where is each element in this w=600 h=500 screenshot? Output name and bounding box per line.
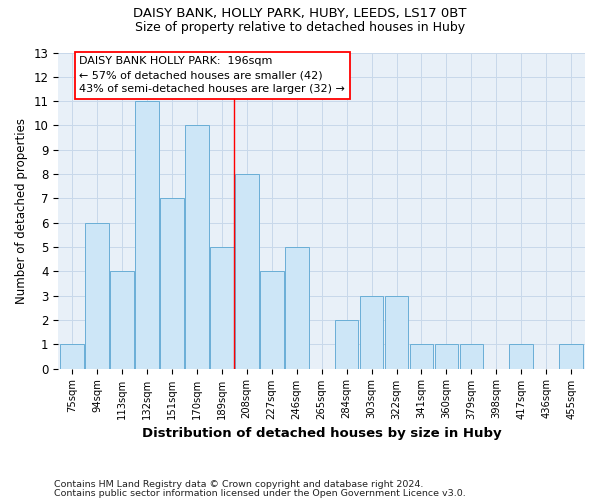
Bar [509, 344, 533, 368]
Bar [260, 272, 284, 368]
Bar [185, 126, 209, 368]
Text: DAISY BANK, HOLLY PARK, HUBY, LEEDS, LS17 0BT: DAISY BANK, HOLLY PARK, HUBY, LEEDS, LS1… [133, 8, 467, 20]
Bar [434, 344, 458, 368]
Bar [210, 247, 233, 368]
Bar [135, 101, 159, 368]
Bar [110, 272, 134, 368]
Text: Contains public sector information licensed under the Open Government Licence v3: Contains public sector information licen… [54, 488, 466, 498]
Bar [460, 344, 483, 368]
Bar [410, 344, 433, 368]
Bar [60, 344, 84, 368]
Bar [360, 296, 383, 368]
X-axis label: Distribution of detached houses by size in Huby: Distribution of detached houses by size … [142, 427, 502, 440]
Bar [160, 198, 184, 368]
Bar [385, 296, 409, 368]
Text: Size of property relative to detached houses in Huby: Size of property relative to detached ho… [135, 21, 465, 34]
Y-axis label: Number of detached properties: Number of detached properties [15, 118, 28, 304]
Text: DAISY BANK HOLLY PARK:  196sqm
← 57% of detached houses are smaller (42)
43% of : DAISY BANK HOLLY PARK: 196sqm ← 57% of d… [79, 56, 346, 94]
Text: Contains HM Land Registry data © Crown copyright and database right 2024.: Contains HM Land Registry data © Crown c… [54, 480, 424, 489]
Bar [559, 344, 583, 368]
Bar [285, 247, 308, 368]
Bar [85, 222, 109, 368]
Bar [235, 174, 259, 368]
Bar [335, 320, 358, 368]
